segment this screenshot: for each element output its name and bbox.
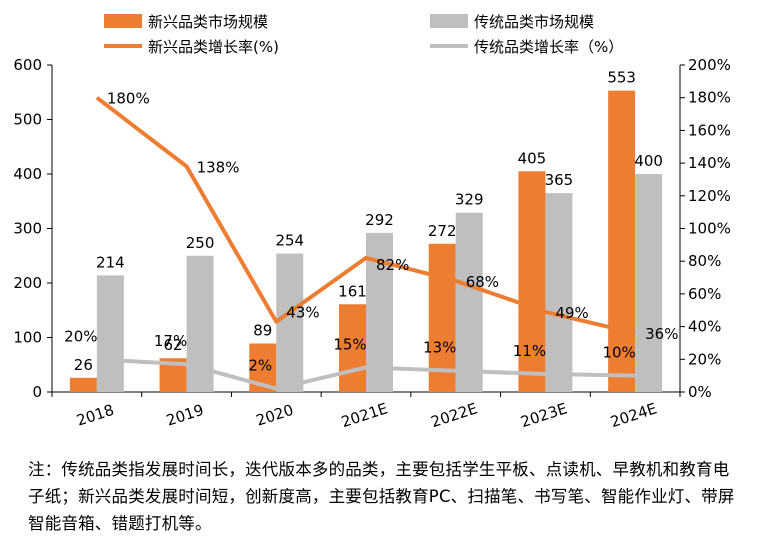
bar-traditional-label: 254 <box>275 232 304 250</box>
legend-label: 传统品类增长率（%） <box>474 38 623 56</box>
x-tick-label: 2021E <box>339 399 390 431</box>
y-right-tick-label: 0% <box>688 383 712 401</box>
bar-emerging-label: 161 <box>338 282 367 300</box>
y-left-tick-label: 100 <box>13 329 42 347</box>
bar-traditional-label: 365 <box>545 171 574 189</box>
line-emerging-label: 180% <box>107 90 150 108</box>
line-traditional-growth <box>96 357 636 391</box>
y-right-tick-label: 40% <box>688 318 721 336</box>
line-traditional-label: 15% <box>333 335 366 353</box>
y-right-tick-label: 80% <box>688 252 721 270</box>
bar-traditional-label: 250 <box>186 234 215 252</box>
line-traditional-label: 11% <box>513 342 546 360</box>
legend-swatch <box>430 14 468 28</box>
bar-emerging <box>339 304 366 392</box>
bar-traditional <box>545 193 573 392</box>
bar-traditional-label: 214 <box>96 253 125 271</box>
line-emerging-label: 68% <box>466 273 499 291</box>
y-left-tick-label: 400 <box>13 165 42 183</box>
line-emerging-label: 138% <box>197 158 240 176</box>
y-right-tick-label: 100% <box>688 220 731 238</box>
bar-emerging <box>518 171 546 392</box>
bar-emerging-label: 26 <box>74 356 93 374</box>
y-right-tick-label: 140% <box>688 154 731 172</box>
y-right-tick-label: 60% <box>688 285 721 303</box>
line-traditional-label: 2% <box>248 357 272 375</box>
legend-label: 新兴品类增长率(%) <box>148 38 279 56</box>
line-traditional-label: 17% <box>154 332 187 350</box>
bars <box>69 90 663 393</box>
bar-traditional <box>96 275 124 392</box>
y-left-tick-label: 500 <box>13 111 42 129</box>
y-right-tick-label: 180% <box>688 89 731 107</box>
bar-emerging-label: 553 <box>607 69 636 87</box>
x-tick-label: 2023E <box>518 399 569 431</box>
bar-traditional <box>276 253 304 392</box>
bar-emerging <box>608 90 636 393</box>
bar-traditional <box>455 212 483 392</box>
data-labels: 26 214 62 250 89 254 161 292 272 329 405 365 553 400 1… <box>64 69 678 375</box>
x-tick-label: 2024E <box>608 399 659 431</box>
line-emerging-growth <box>95 96 636 336</box>
bar-emerging <box>428 243 456 392</box>
bar-emerging-label: 272 <box>428 222 457 240</box>
legend-swatch <box>104 14 142 28</box>
line-traditional-label: 10% <box>602 344 635 362</box>
x-tick-label: 2022E <box>429 399 480 431</box>
line-emerging-label: 82% <box>376 256 409 274</box>
bar-traditional-label: 329 <box>455 191 484 209</box>
bar-emerging-label: 62 <box>164 336 183 354</box>
y-right-tick-label: 20% <box>688 350 721 368</box>
legend-label: 新兴品类市场规模 <box>148 13 268 31</box>
y-left-tick-label: 300 <box>13 220 42 238</box>
line-emerging-label: 36% <box>645 325 678 343</box>
line-emerging-label: 49% <box>555 304 588 322</box>
bar-traditional-label: 400 <box>634 152 663 170</box>
bar-emerging-label: 405 <box>518 149 547 167</box>
bar-traditional <box>635 174 663 392</box>
footnote: 注：传统品类指发展时间长，迭代版本多的品类，主要包括学生平板、点读机、早教机和教… <box>28 460 735 533</box>
y-right-tick-label: 120% <box>688 187 731 205</box>
bar-emerging <box>69 377 97 392</box>
x-tick-label: 2020 <box>254 401 296 430</box>
line-traditional-label: 20% <box>64 327 97 345</box>
y-left-tick-label: 600 <box>13 56 42 74</box>
line-traditional-label: 13% <box>423 339 456 357</box>
lines <box>95 96 636 391</box>
y-right-tick-label: 200% <box>688 56 731 74</box>
bar-traditional-label: 292 <box>365 211 394 229</box>
legend-label: 传统品类市场规模 <box>474 13 594 31</box>
y-left-tick-label: 200 <box>13 274 42 292</box>
x-tick-label: 2018 <box>74 401 116 430</box>
y-right-tick-label: 160% <box>688 121 731 139</box>
y-left-tick-label: 0 <box>32 383 42 401</box>
line-emerging-label: 43% <box>286 304 319 322</box>
bar-emerging-label: 89 <box>253 321 272 339</box>
x-tick-label: 2019 <box>164 401 206 430</box>
